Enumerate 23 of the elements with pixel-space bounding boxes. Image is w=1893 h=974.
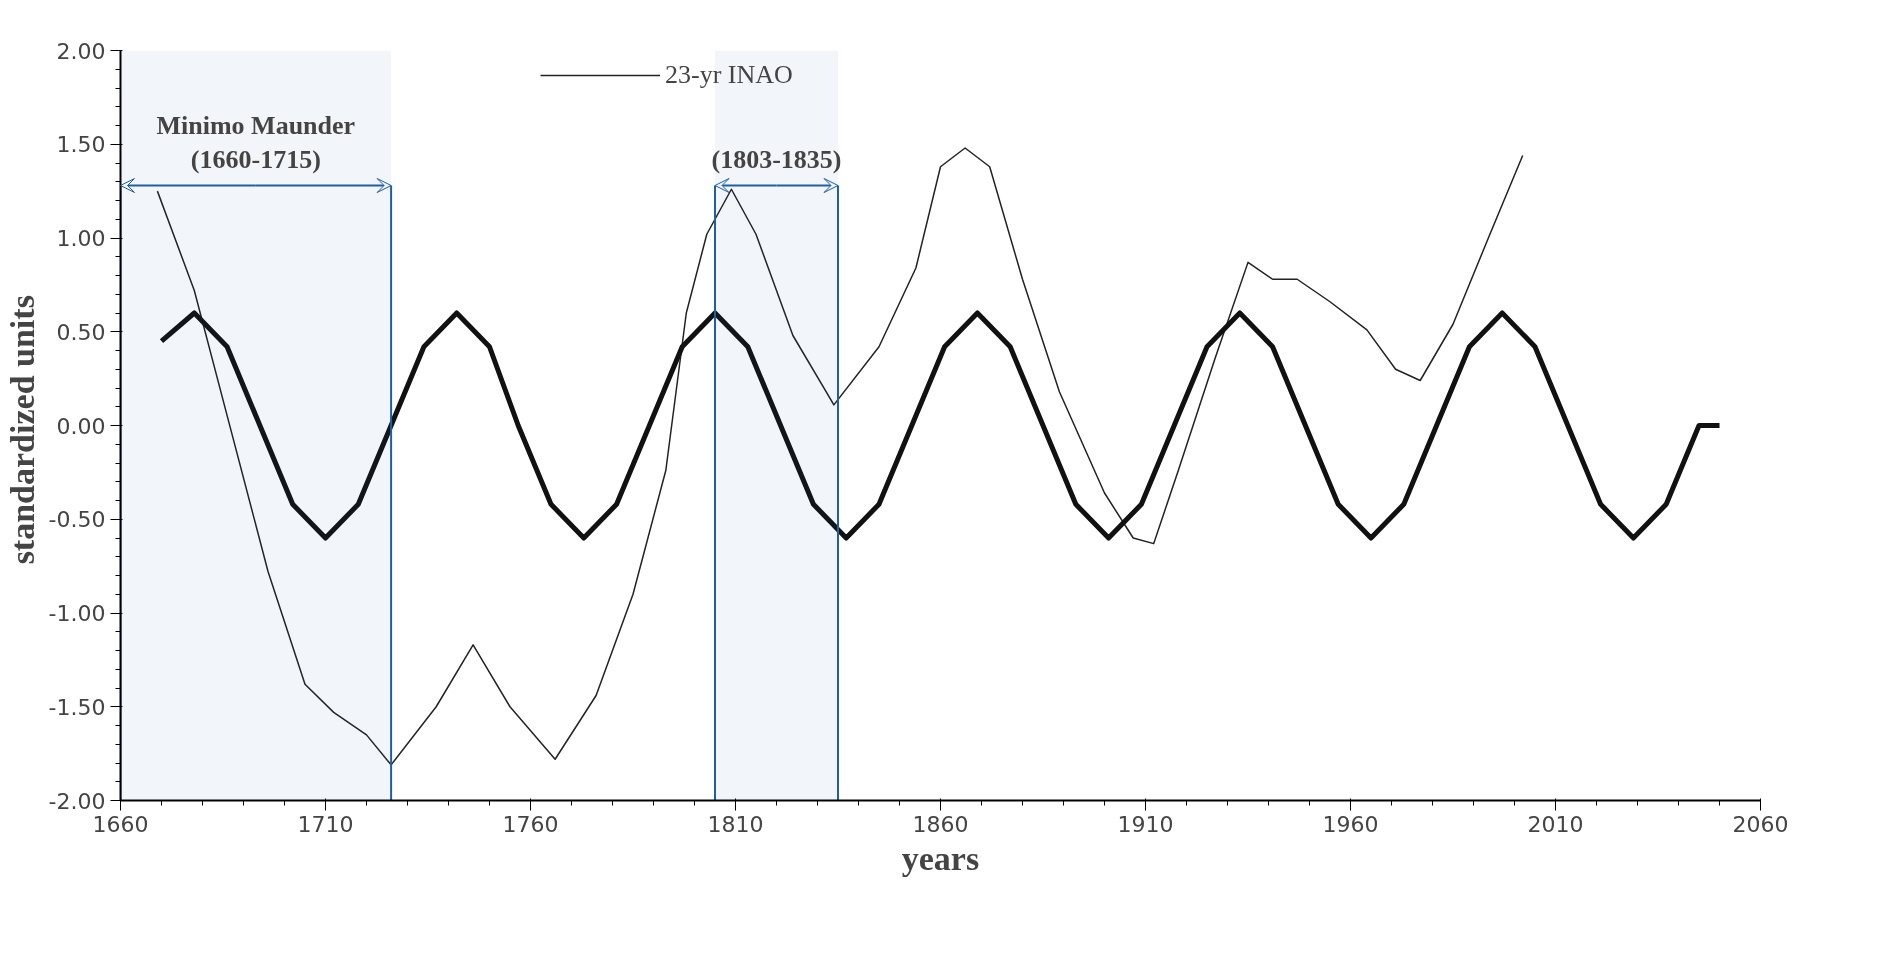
x-tick-label: 1960 [1322, 811, 1379, 837]
x-tick-label: 1910 [1117, 811, 1174, 837]
band-label: (1803-1835) [711, 144, 842, 174]
y-tick-label: 1.00 [56, 226, 106, 251]
legend-label: 23-yr INAO [665, 60, 793, 90]
y-tick-label: -2.00 [48, 788, 106, 814]
x-axis-title: years [901, 839, 980, 877]
x-tick-label: 1710 [297, 811, 354, 837]
y-tick-label: -0.50 [48, 507, 106, 533]
y-tick-label: 0.00 [56, 413, 106, 439]
y-tick-label: 0.50 [56, 319, 106, 345]
y-tick-label: 2.00 [56, 38, 106, 64]
y-axis-title: standardized units [3, 295, 41, 565]
x-tick-label: 1810 [707, 811, 764, 837]
y-tick-label: -1.00 [48, 601, 106, 626]
x-tick-label: 2060 [1732, 811, 1789, 837]
y-tick-label: 1.50 [56, 132, 106, 158]
x-tick-label: 1860 [912, 811, 969, 837]
y-tick-label: -1.50 [48, 694, 106, 720]
x-tick-label: 2010 [1527, 811, 1584, 837]
x-tick-label: 1660 [92, 811, 149, 837]
band-label: Minimo Maunder (1660-1715) [156, 110, 356, 174]
x-tick-label: 1760 [502, 811, 559, 837]
